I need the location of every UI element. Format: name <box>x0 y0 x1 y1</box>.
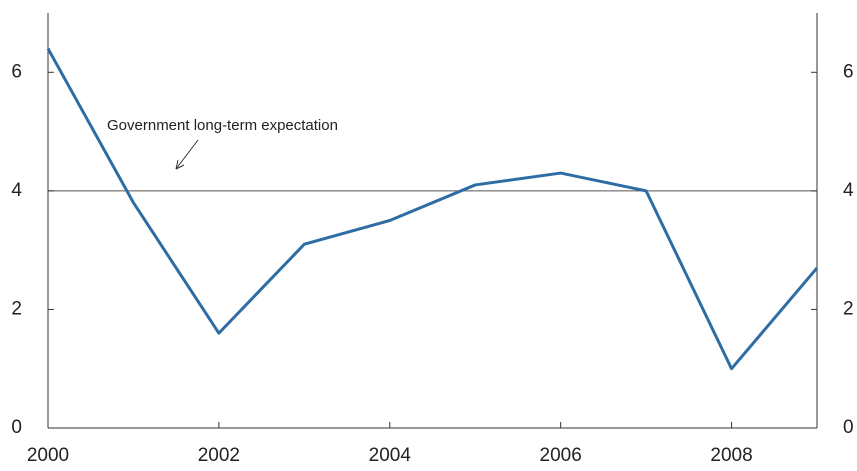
x-tick-label: 2008 <box>710 445 752 466</box>
annotation: Government long-term expectation <box>107 117 338 134</box>
y2-tick-label: 6 <box>843 61 854 82</box>
annotation-arrow <box>175 139 199 170</box>
y-tick-label: 2 <box>11 298 22 319</box>
y-tick-label: 6 <box>11 61 22 82</box>
y-tick-label: 4 <box>11 180 22 201</box>
line-series <box>46 47 819 371</box>
x-tick-label: 2004 <box>369 445 412 466</box>
y2-tick-label: 2 <box>843 298 854 319</box>
annotation-arrowhead <box>175 159 185 170</box>
y2-tick-label: 4 <box>843 180 854 201</box>
x-tick-label: 2000 <box>27 445 69 466</box>
x-tick-label: 2002 <box>198 445 240 466</box>
x-tick-label: 2006 <box>540 445 582 466</box>
y-tick-label: 0 <box>11 417 22 438</box>
y2-tick-label: 0 <box>843 417 854 438</box>
